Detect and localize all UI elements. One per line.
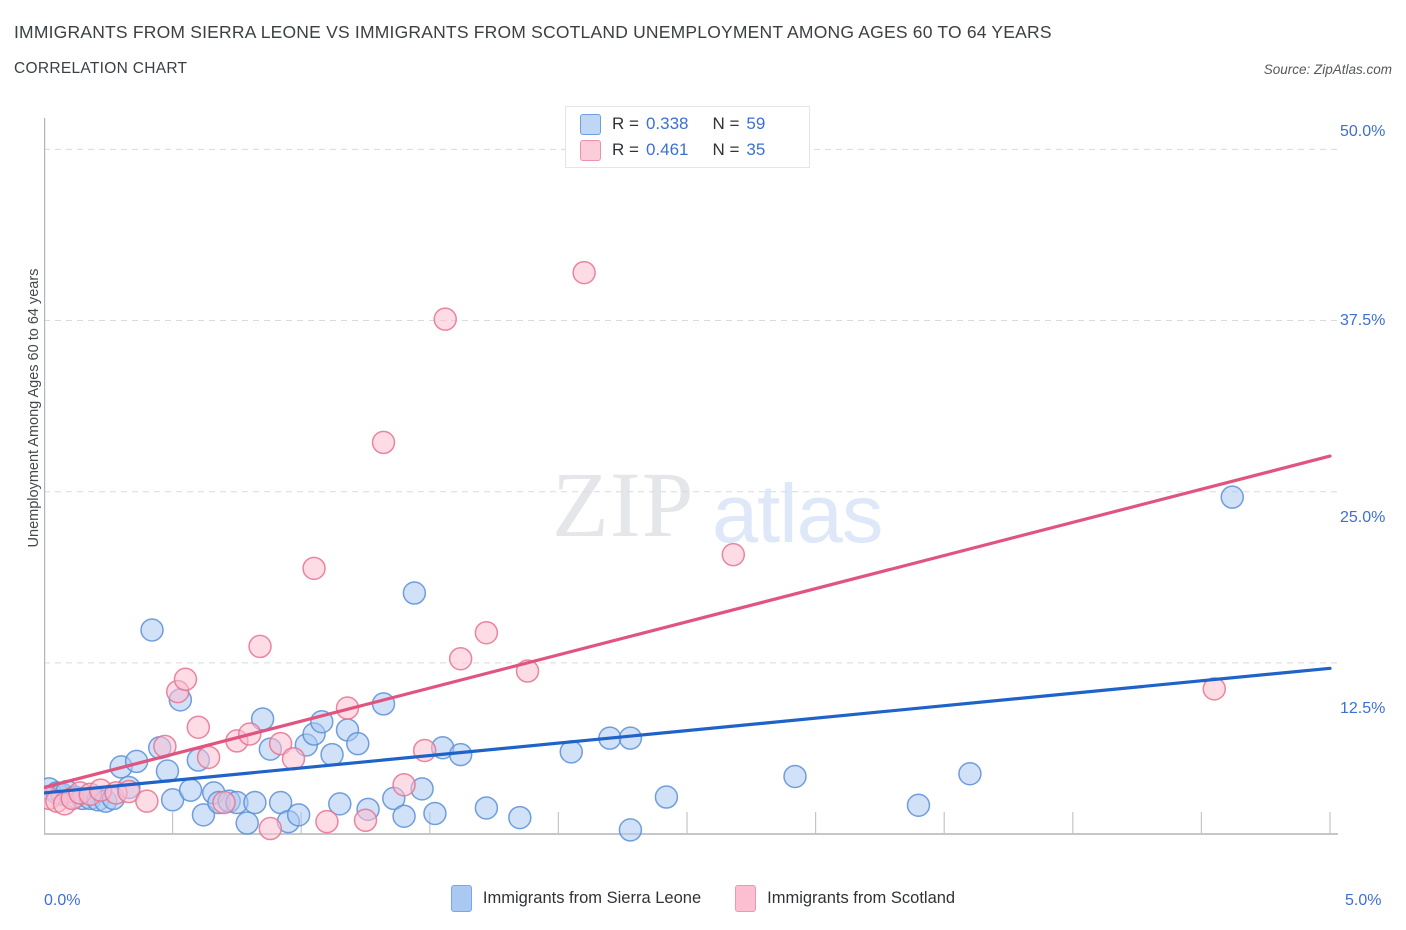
data-point <box>178 778 203 802</box>
data-point <box>235 811 259 835</box>
data-point <box>392 772 416 797</box>
page-title: IMMIGRANTS FROM SIERRA LEONE VS IMMIGRAN… <box>14 22 1052 42</box>
stats-legend-row-blue: R = 0.338 N = 59 <box>580 111 765 137</box>
data-point <box>196 745 221 770</box>
data-point <box>173 667 198 692</box>
legend-item-sierra-leone[interactable]: Immigrants from Sierra Leone <box>450 885 702 912</box>
data-point <box>1202 677 1227 701</box>
n-label-blue: N = <box>712 114 740 133</box>
data-point <box>191 803 216 827</box>
series-points-scotland <box>44 260 1227 841</box>
legend-item-scotland[interactable]: Immigrants from Scotland <box>735 885 955 912</box>
data-point <box>353 808 378 833</box>
plot-area <box>44 118 1338 870</box>
n-value-pink: 35 <box>746 140 766 159</box>
stats-legend: R = 0.338 N = 59 R = 0.461 N = 35 <box>565 106 810 168</box>
data-point <box>402 581 427 605</box>
data-point <box>371 430 396 455</box>
data-point <box>186 715 211 739</box>
data-point <box>474 796 499 820</box>
data-point <box>320 742 344 767</box>
data-point <box>474 620 499 645</box>
legend-swatch-sierra-leone <box>580 113 601 135</box>
data-point <box>371 692 396 716</box>
r-label-blue: R = <box>612 114 639 133</box>
r-value-pink: 0.461 <box>645 140 689 159</box>
series-legend: Immigrants from Sierra Leone Immigrants … <box>0 885 1406 912</box>
y-tick-50: 50.0% <box>1340 123 1386 140</box>
data-point <box>315 809 339 834</box>
chart-subtitle: CORRELATION CHART <box>14 60 188 77</box>
data-point <box>392 804 416 828</box>
data-point <box>958 762 982 786</box>
data-point <box>135 789 159 813</box>
data-point <box>508 805 532 830</box>
data-point <box>243 790 267 815</box>
legend-swatch-sierra-leone-bottom <box>450 885 472 912</box>
data-point <box>160 788 185 812</box>
series-points-sierra-leone <box>44 485 1245 842</box>
y-tick-12: 12.5% <box>1340 700 1386 717</box>
data-point <box>1220 485 1245 509</box>
data-point <box>258 816 283 841</box>
data-point <box>212 790 236 815</box>
data-point <box>286 803 311 827</box>
legend-label-sierra-leone: Immigrants from Sierra Leone <box>482 889 702 907</box>
data-point <box>572 260 596 285</box>
data-point <box>140 618 164 642</box>
data-point <box>783 764 807 789</box>
data-point <box>268 731 293 756</box>
data-point <box>433 307 457 331</box>
n-value-blue: 59 <box>746 114 766 133</box>
r-label-pink: R = <box>612 140 639 159</box>
scatter-plot-svg <box>44 118 1338 842</box>
data-point <box>328 792 352 816</box>
x-tick-min: 0.0% <box>44 892 81 909</box>
legend-swatch-scotland-bottom <box>735 885 757 912</box>
trendline-scotland <box>44 454 1332 790</box>
source-attribution: Source: ZipAtlas.com <box>1263 62 1392 77</box>
data-point <box>906 793 931 817</box>
trendline-sierra-leone <box>44 666 1332 795</box>
legend-label-scotland: Immigrants from Scotland <box>767 889 956 907</box>
data-point <box>423 801 447 826</box>
x-tick-max: 5.0% <box>1345 892 1382 909</box>
y-tick-37: 37.5% <box>1340 312 1386 329</box>
data-point <box>448 646 473 671</box>
data-point <box>248 634 272 659</box>
data-point <box>654 785 679 809</box>
y-axis-label: Unemployment Among Ages 60 to 64 years <box>26 268 42 548</box>
n-label-pink: N = <box>712 140 740 159</box>
data-point <box>302 556 326 581</box>
y-tick-25: 25.0% <box>1340 509 1386 526</box>
stats-legend-row-pink: R = 0.461 N = 35 <box>580 137 765 163</box>
data-point <box>346 731 370 756</box>
data-point <box>618 818 643 842</box>
data-point <box>721 542 746 567</box>
data-point <box>281 746 306 771</box>
r-value-blue: 0.338 <box>645 114 689 133</box>
legend-swatch-scotland <box>580 139 601 161</box>
